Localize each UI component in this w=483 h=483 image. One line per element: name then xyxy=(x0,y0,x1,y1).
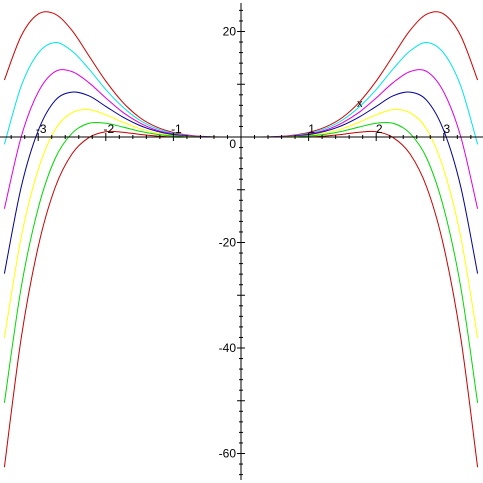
origin-label: 0 xyxy=(229,137,236,151)
x-tick-label: -2 xyxy=(103,122,114,136)
y-tick-label: -40 xyxy=(219,341,237,355)
tick-marks xyxy=(10,9,472,476)
x-tick-label: -3 xyxy=(36,122,47,136)
x-tick-label: 2 xyxy=(376,122,383,136)
x-tick-label: -1 xyxy=(171,122,182,136)
y-tick-label: 20 xyxy=(223,25,237,39)
tick-labels: -3 -2 -1 1 2 3 20 -20 -40 -60 xyxy=(36,25,451,461)
x-tick-label: 1 xyxy=(308,122,315,136)
axes-layer: -3 -2 -1 1 2 3 20 -20 -40 -60 0 x xyxy=(0,3,483,480)
y-tick-label: -60 xyxy=(219,447,237,461)
x-axis-label: x xyxy=(357,98,363,110)
y-tick-label: -20 xyxy=(219,236,237,250)
x-tick-label: 3 xyxy=(443,122,450,136)
